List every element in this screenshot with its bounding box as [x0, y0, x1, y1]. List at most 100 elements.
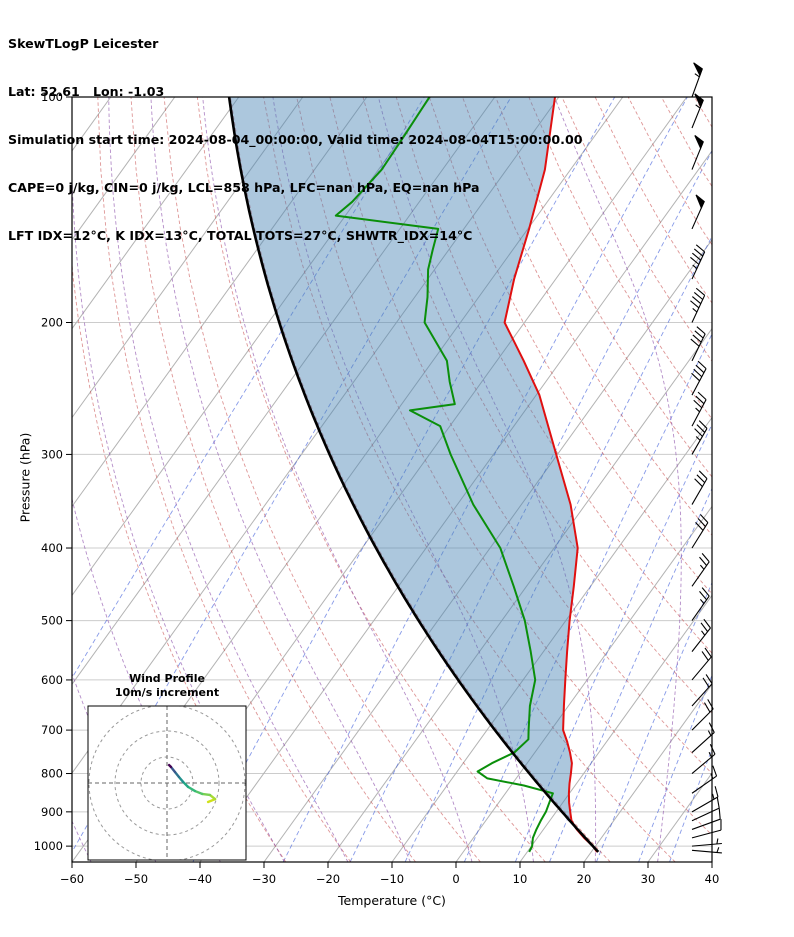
barb-feather	[697, 360, 707, 370]
barb-half-feather	[708, 751, 712, 758]
wind-barb	[691, 847, 722, 854]
x-tick-label: 40	[705, 872, 720, 886]
wind-barb	[691, 62, 703, 98]
isotherm-line	[519, 594, 712, 862]
y-tick-label: 100	[41, 90, 63, 104]
dry-adiabat-line	[296, 97, 712, 836]
y-tick-label: 900	[41, 805, 63, 819]
hodograph-title: Wind Profile	[129, 672, 205, 685]
moist-adiabat-line	[554, 97, 682, 862]
barb-feather	[698, 470, 708, 479]
barb-feather	[697, 518, 706, 527]
barb-feather	[704, 647, 712, 658]
barb-feather	[695, 395, 705, 405]
wind-barb	[691, 838, 722, 847]
hodograph-trace-segment	[193, 789, 204, 796]
barb-feather	[693, 291, 704, 300]
isotherm-line	[72, 97, 432, 597]
chart-title: SkewTLogP Leicester	[8, 36, 159, 51]
x-tick-label: −30	[252, 872, 276, 886]
barb-feather	[696, 326, 706, 335]
barb-feather	[709, 744, 716, 755]
dry-adiabat-line	[329, 97, 712, 775]
barb-feather	[690, 300, 700, 309]
chart-times: Simulation start time: 2024-08-04_00:00:…	[8, 132, 583, 147]
isotherm-line	[583, 683, 712, 862]
mixing-ratio-line	[595, 581, 712, 862]
barb-half-feather	[695, 407, 700, 413]
wind-barb	[691, 391, 707, 427]
isotherm-line	[72, 97, 304, 419]
barb-half-feather	[712, 793, 715, 800]
wind-barb	[691, 552, 710, 587]
hodograph-trace-segment	[200, 792, 212, 797]
wind-barb	[691, 194, 705, 230]
barb-half-feather	[699, 599, 705, 604]
barb-half-feather	[695, 104, 701, 109]
y-tick-label: 700	[41, 723, 63, 737]
barb-feather	[703, 618, 711, 629]
barb-feather	[703, 702, 711, 713]
barb-feather	[691, 372, 700, 382]
y-tick-label: 1000	[34, 839, 63, 853]
barb-feather	[694, 478, 703, 487]
barb-feather	[695, 244, 706, 253]
x-tick-label: 30	[641, 872, 656, 886]
y-tick-label: 300	[41, 447, 63, 461]
moist-adiabat-line	[108, 97, 349, 862]
barb-feather	[692, 296, 702, 305]
barb-feather	[693, 248, 704, 257]
wind-barb	[691, 674, 713, 707]
chart-latlon: Lat: 52.61 Lon: -1.03	[8, 84, 165, 99]
x-axis-title: Temperature (°C)	[338, 893, 446, 908]
barb-pennant	[695, 194, 705, 210]
x-tick-label: −40	[188, 872, 212, 886]
y-tick-label: 800	[41, 767, 63, 781]
wind-barb	[691, 618, 711, 652]
dry-adiabat-line	[196, 97, 546, 862]
barb-feather	[693, 399, 703, 409]
mixing-ratio-line	[349, 150, 712, 862]
mixing-ratio-line	[72, 97, 425, 679]
y-tick-label: 200	[41, 316, 63, 330]
dry-adiabat-line	[395, 97, 712, 654]
barb-feather	[696, 424, 706, 433]
chart-indices-1: CAPE=0 j/kg, CIN=0 j/kg, LCL=858 hPa, LF…	[8, 180, 480, 195]
moist-adiabat-line	[202, 97, 473, 862]
barb-feather	[699, 556, 707, 566]
barb-feather	[701, 651, 709, 661]
barb-half-feather	[707, 730, 712, 736]
dry-adiabat-line	[97, 97, 352, 862]
temperature-curve	[503, 97, 598, 853]
barb-feather	[695, 287, 706, 296]
hodograph-trace-segment	[186, 785, 197, 793]
isotherm-line	[327, 327, 712, 862]
barb-feather	[696, 474, 706, 483]
barb-feather	[701, 587, 710, 597]
wind-barb	[691, 420, 708, 455]
wind-barb	[691, 647, 712, 681]
barb-half-feather	[692, 308, 698, 313]
barb-feather	[695, 521, 704, 531]
isotherm-line	[199, 150, 712, 862]
cin-shade-area	[229, 97, 599, 852]
hodograph-subtitle: 10m/s increment	[114, 686, 220, 699]
barb-feather	[697, 391, 707, 401]
isotherm-line	[455, 505, 712, 862]
wind-barb	[691, 819, 722, 839]
wind-barb	[691, 797, 720, 822]
barb-pennant	[694, 135, 704, 150]
barb-half-feather	[716, 847, 720, 853]
barb-half-feather	[699, 564, 705, 570]
wind-barb	[691, 808, 721, 830]
x-tick-label: 20	[577, 872, 592, 886]
hodograph-frame	[87, 705, 247, 861]
barb-half-feather	[694, 73, 700, 78]
dry-adiabat-line	[163, 97, 481, 862]
isotherm-line	[72, 97, 240, 330]
barb-feather	[695, 364, 705, 374]
barb-feather	[694, 330, 704, 339]
barb-half-feather	[695, 436, 701, 441]
